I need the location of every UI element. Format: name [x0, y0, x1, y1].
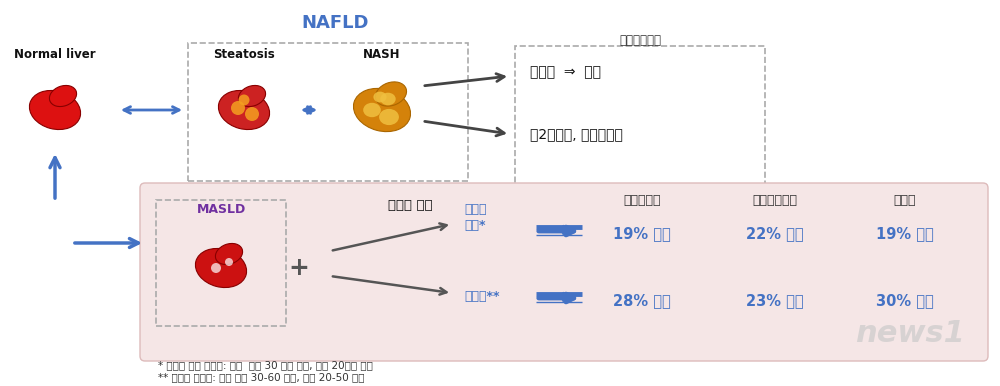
Text: 관상동맥질환: 관상동맥질환 — [753, 194, 798, 207]
Ellipse shape — [379, 109, 399, 125]
Ellipse shape — [363, 103, 381, 117]
Circle shape — [245, 107, 259, 121]
Circle shape — [211, 263, 221, 273]
Text: 알코올 섭취: 알코올 섭취 — [388, 199, 432, 212]
Text: 28% 증가: 28% 증가 — [613, 293, 671, 308]
Text: Normal liver: Normal liver — [14, 48, 96, 61]
FancyBboxPatch shape — [140, 183, 988, 361]
Text: MASLD: MASLD — [196, 203, 246, 216]
Circle shape — [225, 258, 233, 266]
Text: +: + — [289, 256, 309, 280]
Ellipse shape — [49, 85, 77, 107]
Ellipse shape — [373, 91, 387, 102]
Text: 뇌졸중: 뇌졸중 — [894, 194, 916, 207]
Ellipse shape — [353, 88, 411, 132]
Ellipse shape — [215, 244, 243, 264]
Text: 30% 증가: 30% 증가 — [876, 293, 934, 308]
Text: ⇒: ⇒ — [550, 288, 568, 308]
Text: ** 중등도 알코올: 남자 하루 30-60 그램, 여자 20-50 그램: ** 중등도 알코올: 남자 하루 30-60 그램, 여자 20-50 그램 — [158, 372, 364, 382]
Text: 23% 증가: 23% 증가 — [746, 293, 804, 308]
Circle shape — [231, 101, 245, 115]
Ellipse shape — [375, 82, 407, 106]
Text: news1: news1 — [855, 320, 965, 349]
Text: Steatosis: Steatosis — [213, 48, 275, 61]
Text: ⇒: ⇒ — [550, 221, 568, 241]
Text: 심혈관질환: 심혈관질환 — [623, 194, 661, 207]
Text: 간경화  ⇒  간암: 간경화 ⇒ 간암 — [530, 65, 601, 79]
Circle shape — [239, 95, 250, 105]
Ellipse shape — [380, 93, 396, 105]
Text: 중등도
이하*: 중등도 이하* — [464, 203, 486, 232]
Text: NASH: NASH — [363, 48, 401, 61]
Ellipse shape — [218, 90, 270, 130]
Ellipse shape — [29, 90, 81, 130]
Text: 이전연구보고: 이전연구보고 — [619, 34, 661, 47]
Text: 중등도**: 중등도** — [464, 291, 499, 303]
Text: NAFLD: NAFLD — [301, 14, 369, 32]
Text: * 중등도 이하 알코올: 남자  하루 30 그램 미만, 여자 20그램 미만: * 중등도 이하 알코올: 남자 하루 30 그램 미만, 여자 20그램 미만 — [158, 360, 373, 370]
Ellipse shape — [238, 85, 266, 107]
Text: 19% 증가: 19% 증가 — [613, 227, 671, 242]
Text: 19% 증가: 19% 증가 — [876, 227, 934, 242]
Text: 제2형당뇨, 심혈관질환: 제2형당뇨, 심혈관질환 — [530, 127, 623, 141]
Text: 22% 증가: 22% 증가 — [746, 227, 804, 242]
Ellipse shape — [195, 249, 247, 288]
